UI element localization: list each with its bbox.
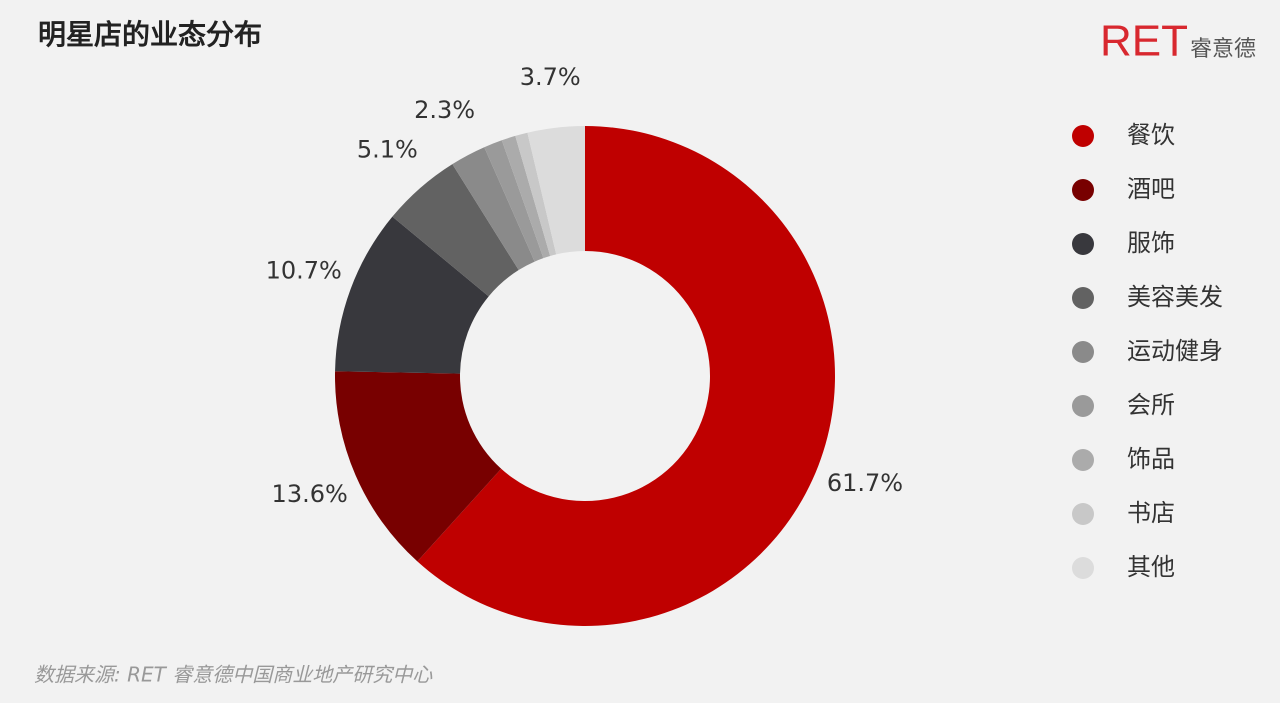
chart-title: 明星店的业态分布 [38, 18, 262, 51]
slice [515, 132, 557, 256]
legend-marker [1072, 341, 1094, 363]
legend-label: 饰品 [1127, 445, 1175, 473]
legend-label: 餐饮 [1127, 121, 1175, 149]
value-label: 3.7% [520, 63, 581, 91]
legend-marker [1072, 125, 1094, 147]
legend-label: 运动健身 [1127, 337, 1223, 365]
brand: RET [1100, 17, 1188, 66]
legend-marker [1072, 395, 1094, 417]
slice [484, 140, 544, 262]
legend-label: 酒吧 [1127, 175, 1175, 203]
legend-marker [1072, 449, 1094, 471]
legend-marker [1072, 557, 1094, 579]
legend-marker [1072, 503, 1094, 525]
value-label: 10.7% [266, 257, 342, 285]
slice [335, 216, 489, 374]
slice [527, 126, 585, 255]
legend-label: 书店 [1127, 499, 1175, 527]
slice [501, 135, 551, 259]
slice [334, 371, 502, 562]
brand-sub: 睿意德 [1190, 37, 1256, 62]
slice [392, 164, 519, 297]
slice [452, 147, 535, 271]
legend-marker [1072, 287, 1094, 309]
slice [417, 126, 835, 626]
source: 数据来源: RET 睿意德中国商业地产研究中心 [34, 663, 433, 687]
value-label: 61.7% [827, 469, 903, 497]
legend-label: 美容美发 [1127, 283, 1223, 311]
legend-label: 其他 [1127, 553, 1175, 581]
value-label: 13.6% [272, 480, 348, 508]
legend-label: 服饰 [1127, 229, 1175, 257]
value-label: 5.1% [357, 135, 418, 163]
value-label: 2.3% [414, 96, 475, 124]
legend-label: 会所 [1127, 391, 1175, 419]
legend-marker [1072, 179, 1094, 201]
legend-marker [1072, 233, 1094, 255]
